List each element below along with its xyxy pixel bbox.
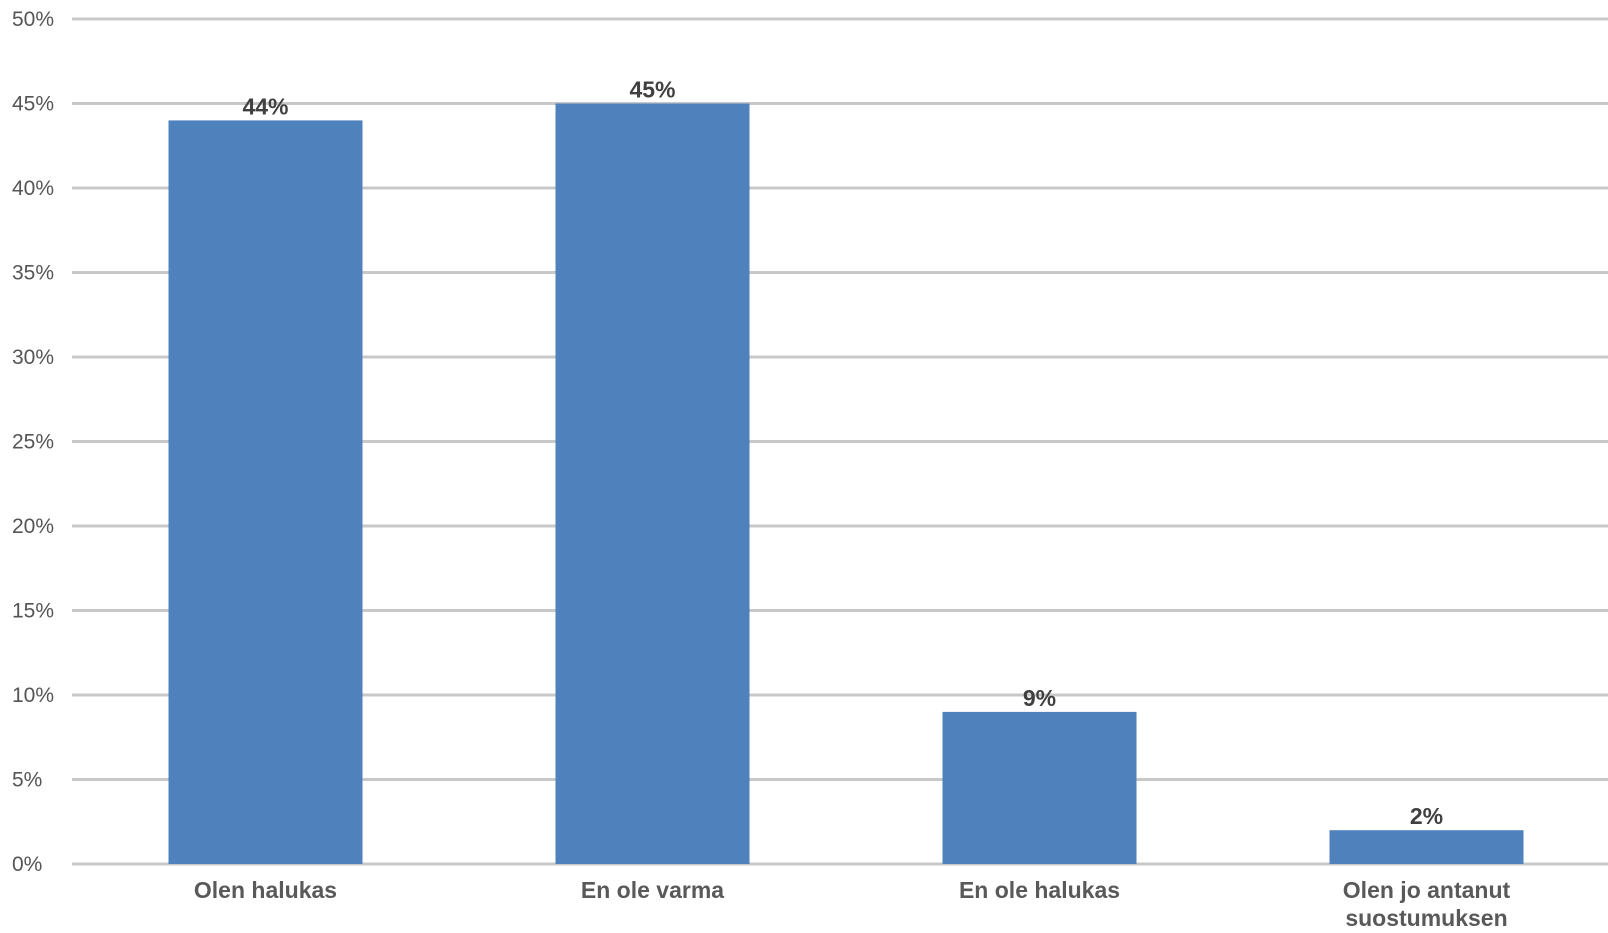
x-tick-label: En ole varma: [581, 877, 724, 903]
y-axis-tick-labels: 0% 5% 10% 15% 20% 25% 30% 35% 40% 45% 50%: [12, 8, 54, 876]
bar: [942, 711, 1137, 864]
y-tick-label: 40%: [12, 177, 54, 200]
x-axis-category-labels: Olen halukas En ole varma En ole halukas Ol…: [194, 877, 1511, 931]
data-label: 44%: [242, 93, 288, 119]
x-tick-label-line: Olen jo antanut: [1343, 877, 1511, 903]
y-tick-label: 5%: [12, 769, 42, 792]
y-tick-label: 0%: [12, 853, 42, 876]
bar: [555, 103, 750, 864]
bar: [168, 120, 363, 864]
bars: [168, 103, 1524, 864]
data-label: 45%: [629, 77, 675, 103]
y-tick-label: 10%: [12, 684, 54, 707]
y-tick-label: 50%: [12, 8, 54, 31]
x-tick-label: Olen jo antanut suostumuksen: [1343, 877, 1511, 931]
x-tick-label: Olen halukas: [194, 877, 337, 903]
x-tick-label-line: suostumuksen: [1345, 905, 1507, 931]
x-tick-label-line: En ole varma: [581, 877, 724, 903]
y-tick-label: 15%: [12, 600, 54, 623]
y-tick-label: 30%: [12, 346, 54, 369]
y-tick-label: 45%: [12, 93, 54, 116]
x-tick-label-line: Olen halukas: [194, 877, 337, 903]
x-tick-label-line: En ole halukas: [959, 877, 1120, 903]
data-label: 2%: [1410, 803, 1443, 829]
data-label: 9%: [1023, 685, 1056, 711]
y-tick-label: 35%: [12, 262, 54, 285]
bar: [1329, 830, 1524, 864]
data-labels: 44% 45% 9% 2%: [242, 77, 1443, 830]
y-tick-label: 20%: [12, 515, 54, 538]
x-tick-label: En ole halukas: [959, 877, 1120, 903]
y-tick-label: 25%: [12, 431, 54, 454]
